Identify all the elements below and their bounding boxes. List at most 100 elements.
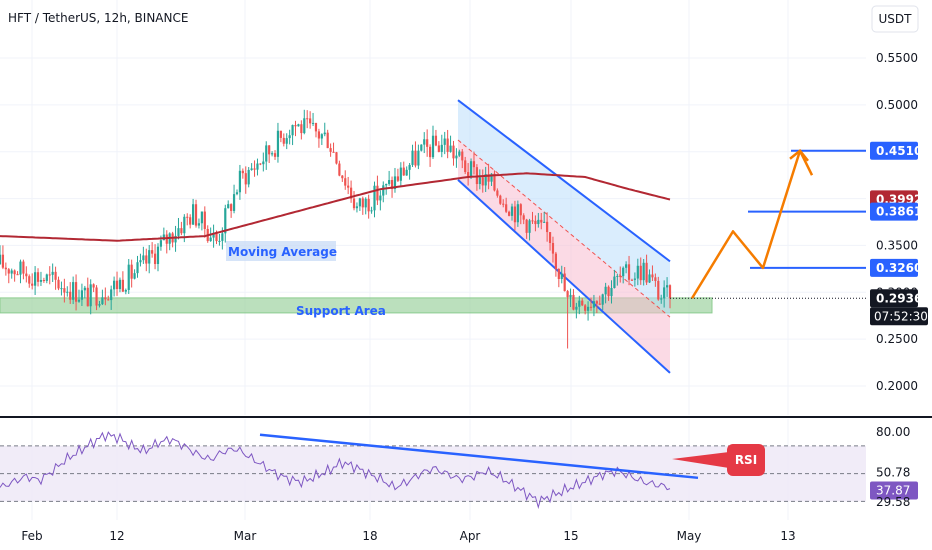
candle-body — [288, 135, 291, 139]
candle-body — [420, 144, 423, 151]
candle-body — [309, 118, 312, 124]
candle-body — [317, 131, 321, 139]
candle-body — [180, 228, 183, 234]
candle-body — [443, 138, 446, 145]
candle-body — [516, 204, 519, 223]
countdown-tag — [870, 307, 928, 326]
rsi-callout-pointer — [672, 452, 729, 468]
time-tick-label: May — [677, 529, 702, 543]
candle-body — [294, 125, 297, 127]
candle-body — [554, 253, 557, 269]
candle-body — [364, 198, 367, 208]
candle-body — [165, 234, 168, 244]
candle-body — [113, 280, 116, 290]
candle-body — [63, 288, 66, 293]
candle-body — [139, 260, 142, 263]
candle-body — [645, 262, 648, 283]
candle-body — [224, 208, 227, 234]
candle-body — [7, 269, 10, 274]
candle-body — [124, 289, 127, 292]
candle-body — [581, 300, 584, 306]
rsi-value-text: 37.87 — [876, 483, 910, 497]
candle-body — [355, 206, 359, 209]
candle-body — [352, 198, 356, 209]
time-axis: Feb 12 Mar 18 Apr 15 May 13 — [21, 529, 795, 543]
candle-body — [619, 275, 622, 277]
candle-body — [57, 279, 60, 289]
candle-body — [256, 163, 259, 170]
candle-body — [344, 178, 347, 186]
candle-body — [385, 183, 388, 186]
candle-body — [586, 306, 590, 311]
projection-path — [690, 149, 814, 299]
candle-body — [31, 283, 34, 286]
candle-body — [104, 297, 107, 300]
candle-body — [522, 215, 525, 220]
candle-body — [493, 173, 496, 191]
candle-body — [253, 168, 256, 170]
price-label-text: 0.2936 — [876, 291, 922, 305]
candle-body — [636, 265, 639, 279]
time-tick-label: Apr — [460, 529, 481, 543]
candle-body — [189, 217, 192, 225]
candle-body — [648, 274, 651, 283]
candle-body — [107, 299, 110, 301]
candle-body — [642, 262, 645, 281]
candle-body — [349, 187, 353, 199]
candle-body — [551, 243, 555, 254]
candle-body — [584, 305, 587, 311]
candle-body — [159, 240, 163, 247]
candle-body — [326, 132, 329, 149]
candle-body — [358, 198, 361, 207]
candle-body — [235, 192, 239, 195]
currency-button[interactable] — [871, 5, 919, 33]
candle-body — [604, 286, 607, 295]
candle-body — [192, 204, 195, 225]
candle-body — [273, 153, 277, 157]
candle-body — [408, 164, 411, 170]
moving-average-label: Moving Average — [228, 245, 337, 259]
candle-body — [230, 204, 233, 211]
candle-body — [45, 274, 48, 281]
candle-body — [200, 211, 203, 224]
candle-body — [48, 274, 51, 276]
candle-body — [534, 220, 537, 225]
time-tick-label: 13 — [780, 529, 795, 543]
candle-body — [660, 298, 663, 300]
support-area — [0, 297, 713, 314]
candle-body — [572, 294, 575, 310]
candle-body — [437, 145, 440, 152]
candle-body — [335, 152, 338, 164]
candle-body — [197, 223, 201, 226]
candle-body — [22, 261, 25, 274]
candle-body — [601, 294, 604, 305]
candle-body — [1, 254, 5, 268]
rsi-indicator: RSI — [0, 431, 765, 510]
candle-body — [270, 153, 274, 155]
candle-body — [414, 150, 417, 166]
currency-button-label: USDT — [879, 12, 913, 26]
candle-body — [42, 279, 45, 281]
candle-body — [110, 289, 113, 301]
candle-body — [458, 151, 461, 156]
candle-body — [54, 271, 57, 280]
candle-body — [36, 272, 40, 282]
time-tick-label: Feb — [21, 529, 42, 543]
candle-body — [411, 150, 414, 165]
candle-body — [98, 304, 101, 306]
candle-body — [452, 145, 455, 159]
candle-body — [148, 250, 151, 264]
price-label-text: 0.3861 — [876, 205, 922, 219]
candle-body — [194, 204, 198, 226]
candle-body — [303, 118, 306, 134]
candle-body — [499, 195, 502, 204]
candle-body — [627, 264, 631, 280]
candle-body — [101, 297, 104, 305]
candle-body — [668, 285, 672, 299]
rsi-line — [0, 431, 671, 510]
candle-body — [382, 185, 385, 196]
candle-body — [440, 144, 443, 152]
candle-body — [431, 135, 435, 158]
candle-body — [510, 206, 514, 216]
candle-body — [28, 276, 31, 284]
